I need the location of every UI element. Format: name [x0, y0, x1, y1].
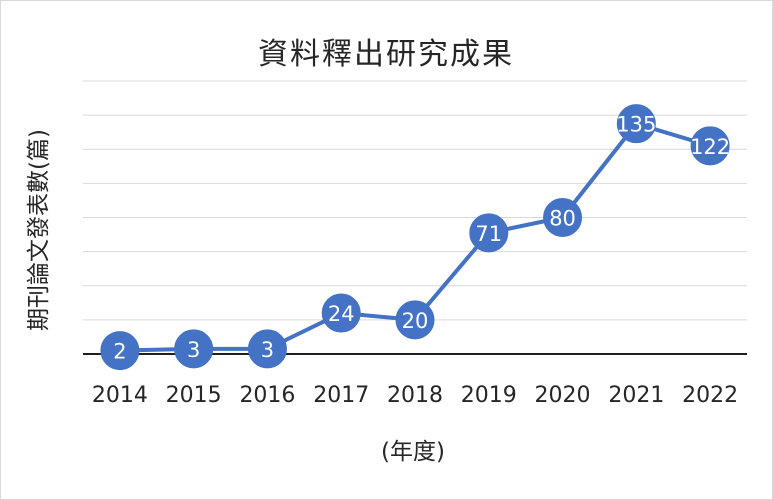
data-label: 71: [475, 222, 502, 246]
data-point: [543, 198, 583, 237]
data-point: [247, 329, 287, 369]
data-point: [690, 126, 730, 166]
x-axis-label: (年度): [381, 439, 445, 465]
data-label: 3: [261, 338, 274, 362]
gridlines: [83, 80, 747, 321]
data-point: [174, 329, 214, 369]
data-label: 80: [549, 207, 576, 231]
x-tick-label: 2022: [682, 383, 738, 408]
data-label: 3: [187, 338, 200, 362]
x-tick-label: 2016: [239, 383, 295, 408]
data-label: 2: [113, 340, 126, 364]
data-label: 20: [402, 309, 429, 333]
x-tick-label: 2020: [535, 383, 591, 408]
data-label: 135: [616, 113, 656, 137]
x-tick-label: 2019: [461, 383, 517, 408]
x-tick-label: 2014: [92, 383, 148, 408]
x-tick-label: 2021: [608, 383, 664, 408]
x-axis-ticks: 2014 2015 2016 2017 2018 2019 2020 2021 2022: [92, 383, 738, 408]
data-label: 24: [328, 302, 355, 326]
x-tick-label: 2018: [387, 383, 443, 408]
data-point: [100, 331, 140, 371]
y-axis-label: 期刊論文發表數(篇): [26, 129, 52, 331]
data-point: [469, 213, 509, 253]
data-label: 122: [690, 135, 730, 159]
data-point: [616, 104, 656, 144]
chart-title: 資料釋出研究成果: [258, 37, 514, 72]
x-tick-label: 2015: [166, 383, 222, 408]
series-layer: 2 3 3 24 20 71 80 135 122: [100, 104, 730, 371]
data-point: [321, 293, 361, 333]
data-point: [395, 300, 435, 340]
x-tick-label: 2017: [313, 383, 369, 408]
